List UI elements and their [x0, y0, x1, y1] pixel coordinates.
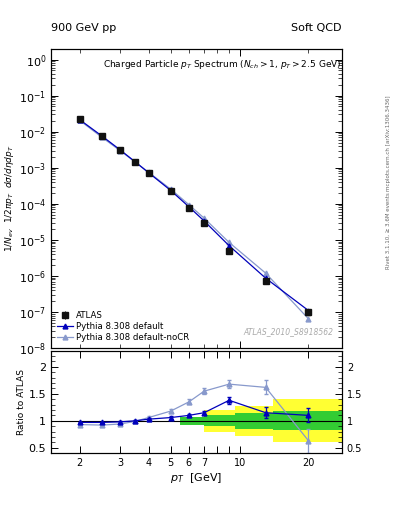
- Text: Rivet 3.1.10, ≥ 3.6M events: Rivet 3.1.10, ≥ 3.6M events: [386, 192, 391, 269]
- Legend: ATLAS, Pythia 8.308 default, Pythia 8.308 default-noCR: ATLAS, Pythia 8.308 default, Pythia 8.30…: [55, 309, 191, 344]
- Y-axis label: Ratio to ATLAS: Ratio to ATLAS: [17, 369, 26, 435]
- Text: Soft QCD: Soft QCD: [292, 23, 342, 33]
- Text: 900 GeV pp: 900 GeV pp: [51, 23, 116, 33]
- X-axis label: $p_T$  [GeV]: $p_T$ [GeV]: [171, 471, 222, 485]
- Text: mcplots.cern.ch [arXiv:1306.3436]: mcplots.cern.ch [arXiv:1306.3436]: [386, 96, 391, 191]
- Text: ATLAS_2010_S8918562: ATLAS_2010_S8918562: [243, 327, 333, 336]
- Y-axis label: $1/N_{ev}$  $1/2\pi p_T$  $d\sigma/d\eta dp_T$: $1/N_{ev}$ $1/2\pi p_T$ $d\sigma/d\eta d…: [3, 144, 16, 252]
- Text: Charged Particle $p_T$ Spectrum ($N_{ch} > 1$, $p_T > 2.5$ GeV): Charged Particle $p_T$ Spectrum ($N_{ch}…: [103, 58, 342, 71]
